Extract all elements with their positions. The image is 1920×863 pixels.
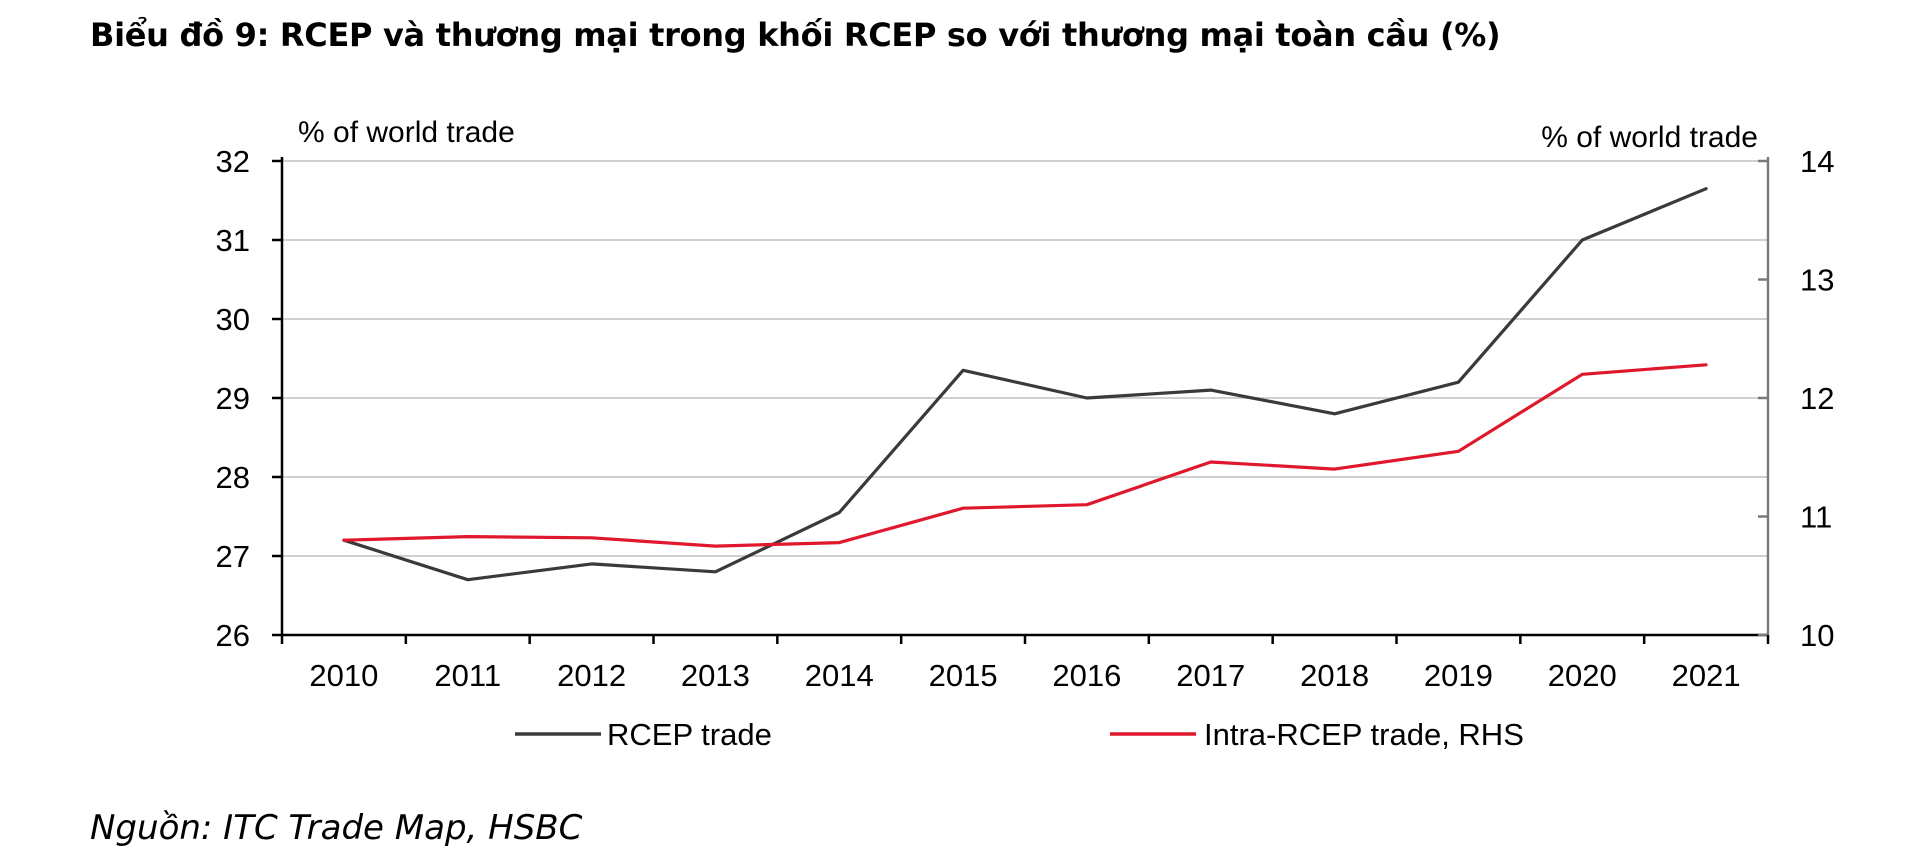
left-tick-label: 26 <box>216 618 250 653</box>
left-tick-label: 28 <box>216 460 250 495</box>
legend-label-2: Intra-RCEP trade, RHS <box>1204 717 1524 752</box>
x-tick-label: 2019 <box>1424 658 1493 693</box>
x-tick-label: 2016 <box>1052 658 1121 693</box>
x-tick-label: 2020 <box>1548 658 1617 693</box>
left-tick-label: 31 <box>216 223 250 258</box>
x-tick-label: 2014 <box>805 658 874 693</box>
source-note: Nguồn: ITC Trade Map, HSBC <box>90 808 583 848</box>
x-tick-label: 2010 <box>309 658 378 693</box>
x-tick-label: 2011 <box>434 658 501 693</box>
right-tick-label: 10 <box>1800 618 1834 653</box>
grid-lines <box>282 160 1768 557</box>
right-tick-label: 14 <box>1800 144 1834 179</box>
series-line-1 <box>342 187 1708 582</box>
x-tick-label: 2018 <box>1300 658 1369 693</box>
x-tick-label: 2012 <box>557 658 626 693</box>
legend-label-1: RCEP trade <box>607 717 772 752</box>
right-axis-label: % of world trade <box>1541 121 1758 154</box>
right-tick-label: 13 <box>1800 263 1834 298</box>
right-tick-label: 11 <box>1800 500 1832 535</box>
left-axis-label: % of world trade <box>298 116 515 149</box>
x-tick-label: 2013 <box>681 658 750 693</box>
series-lines <box>342 187 1708 582</box>
left-tick-label: 29 <box>216 381 250 416</box>
left-tick-label: 30 <box>216 302 250 337</box>
chart-title: Biểu đồ 9: RCEP và thương mại trong khối… <box>90 16 1501 54</box>
x-tick-label: 2015 <box>929 658 998 693</box>
x-tick-label: 2021 <box>1672 658 1741 693</box>
legend: RCEP trade Intra-RCEP trade, RHS <box>515 717 1524 752</box>
series-line-2 <box>342 363 1708 548</box>
line-chart: 26 27 28 29 30 31 32 10 11 12 13 14 2010 2011 2012 2013… <box>216 116 1835 752</box>
left-tick-label: 27 <box>216 539 250 574</box>
left-tick-label: 32 <box>216 144 250 179</box>
axes: 26 27 28 29 30 31 32 10 11 12 13 14 2010 2011 2012 2013… <box>216 144 1835 693</box>
x-tick-label: 2017 <box>1176 658 1245 693</box>
right-tick-label: 12 <box>1800 381 1834 416</box>
